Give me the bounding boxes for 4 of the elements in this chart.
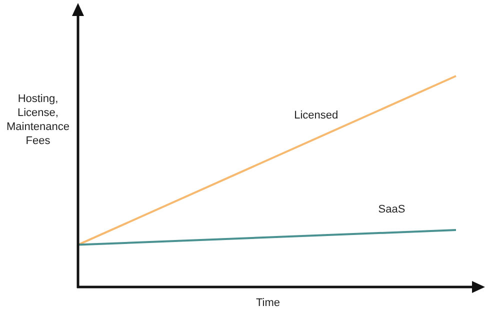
x-axis-title: Time [256,297,280,309]
series-label: SaaS [378,204,406,216]
y-axis-title: Hosting, License, Maintenance Fees [6,93,70,147]
series-label: Licensed [294,109,338,122]
